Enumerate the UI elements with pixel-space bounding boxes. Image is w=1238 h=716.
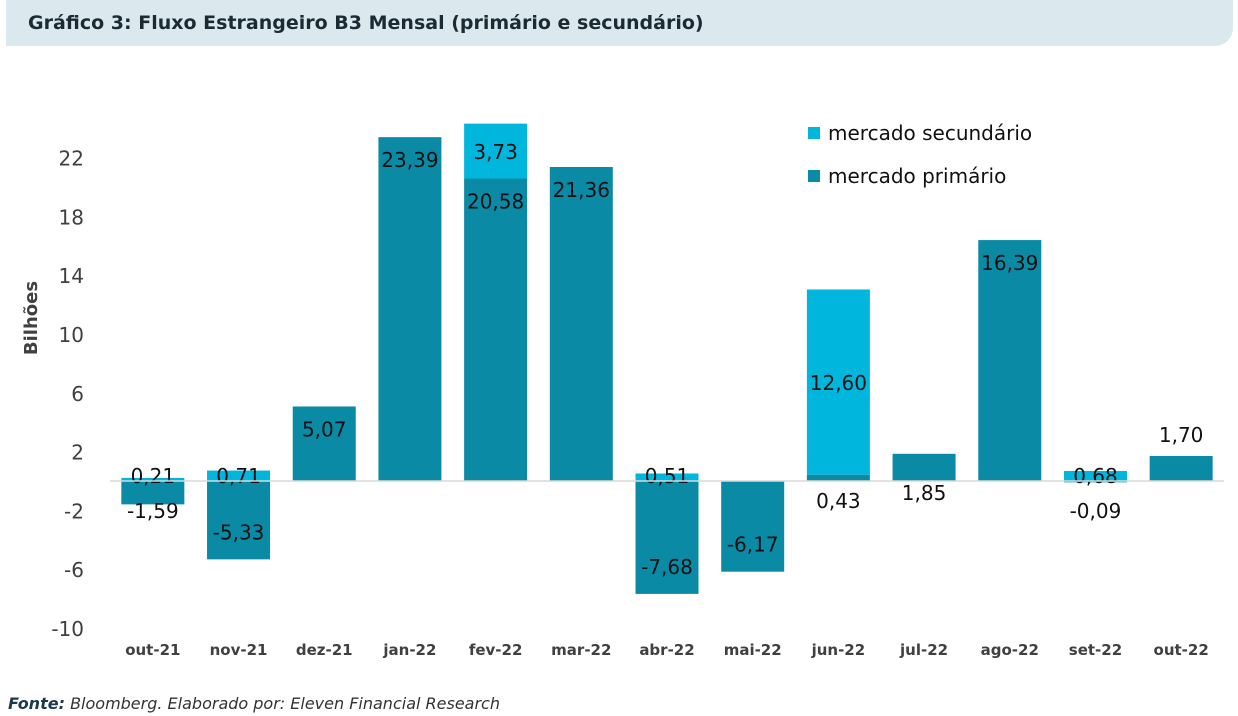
legend-label-secondary: mercado secundário (828, 121, 1032, 145)
x-tick-label: fev-22 (469, 641, 523, 659)
data-label-primary: 0,43 (816, 489, 861, 513)
data-label-primary: 23,39 (381, 148, 438, 172)
data-label-primary: -0,09 (1070, 499, 1122, 523)
data-label-primary: -7,68 (641, 555, 693, 579)
data-label-primary: 20,58 (467, 189, 524, 213)
bar-primary (378, 137, 442, 482)
source-note: Fonte: Bloomberg. Elaborado por: Eleven … (8, 694, 500, 713)
y-tick-label: 6 (71, 382, 84, 406)
bar-primary (978, 240, 1042, 481)
x-tick-label: ago-22 (981, 641, 1039, 659)
data-label-secondary: 0,68 (1073, 464, 1118, 488)
data-label-primary: 16,39 (981, 251, 1038, 275)
x-tick-label: jan-22 (382, 641, 436, 659)
y-tick-label: 14 (59, 264, 84, 288)
x-tick-label: abr-22 (639, 641, 694, 659)
title-bar: Gráfico 3: Fluxo Estrangeiro B3 Mensal (… (6, 0, 1233, 46)
x-tick-label: out-22 (1154, 641, 1209, 659)
y-tick-label: 18 (59, 205, 84, 229)
data-label-secondary: 3,73 (473, 140, 518, 164)
source-text: Bloomberg. Elaborado por: Eleven Financi… (70, 694, 500, 713)
data-label-secondary: 0,71 (216, 464, 261, 488)
bar-secondary (635, 473, 699, 481)
bar-primary (549, 167, 613, 481)
data-label-secondary: 12,60 (810, 371, 867, 395)
x-tick-label: jul-22 (899, 641, 948, 659)
source-label: Fonte: (8, 694, 65, 713)
x-tick-label: dez-21 (296, 641, 353, 659)
legend-swatch-primary (808, 170, 820, 182)
y-tick-label: 2 (71, 441, 84, 465)
data-label-secondary: 0,21 (131, 464, 176, 488)
data-label-primary: -5,33 (213, 520, 265, 544)
y-tick-label: -2 (64, 499, 84, 523)
x-tick-label: jun-22 (811, 641, 866, 659)
data-label-primary: 1,70 (1159, 423, 1204, 447)
bar-secondary (1063, 471, 1127, 481)
bar-primary (464, 178, 528, 481)
chart-title: Gráfico 3: Fluxo Estrangeiro B3 Mensal (… (28, 12, 704, 34)
x-tick-label: mai-22 (724, 641, 782, 659)
bar-primary (207, 481, 271, 560)
data-label-primary: 5,07 (302, 417, 347, 441)
bar-primary (1149, 456, 1213, 481)
y-tick-label: 22 (59, 147, 84, 171)
bar-secondary (464, 123, 528, 179)
data-label-secondary: 0,51 (645, 464, 690, 488)
x-tick-label: nov-21 (210, 641, 268, 659)
bar-primary (806, 474, 870, 481)
bar-primary (121, 481, 185, 505)
y-tick-label: 10 (59, 323, 84, 347)
data-label-primary: -1,59 (127, 499, 179, 523)
data-label-primary: 21,36 (553, 178, 610, 202)
legend-swatch-secondary (808, 127, 820, 139)
bar-primary (292, 406, 356, 481)
bar-primary (721, 481, 785, 572)
x-tick-label: out-21 (125, 641, 180, 659)
x-tick-label: mar-22 (551, 641, 611, 659)
y-axis-label: Bilhões (21, 281, 42, 355)
bar-secondary (806, 289, 870, 475)
bar-secondary (121, 477, 185, 481)
y-tick-label: -10 (51, 617, 84, 641)
bar-primary (892, 453, 956, 481)
data-label-primary: 1,85 (902, 481, 947, 505)
y-tick-label: -6 (64, 558, 84, 582)
bar-secondary (207, 470, 271, 481)
legend-label-primary: mercado primário (828, 164, 1006, 188)
bar-primary (635, 481, 699, 594)
x-tick-label: set-22 (1069, 641, 1122, 659)
data-label-primary: -6,17 (727, 533, 779, 557)
